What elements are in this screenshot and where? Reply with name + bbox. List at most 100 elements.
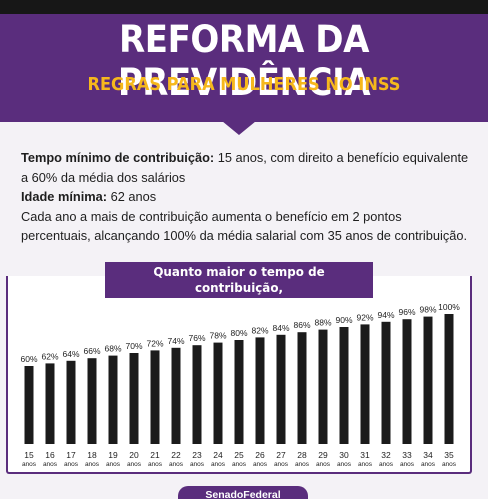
unit-label-27: anos	[274, 461, 289, 468]
bar-25	[234, 340, 244, 444]
unit-label-30: anos	[337, 461, 352, 468]
category-label-15: 15	[24, 450, 34, 460]
bar-34	[423, 316, 433, 444]
value-label-22: 74%	[167, 336, 184, 346]
unit-label-33: anos	[400, 461, 415, 468]
category-label-25: 25	[234, 450, 244, 460]
min-contribution-text: 15 anos, com direito a benefício equival…	[21, 150, 469, 185]
bar-15	[24, 366, 34, 444]
unit-label-16: anos	[43, 461, 58, 468]
bar-19	[108, 355, 118, 444]
category-label-24: 24	[213, 450, 223, 460]
bar-20	[129, 353, 139, 444]
category-label-35: 35	[444, 450, 454, 460]
category-label-19: 19	[108, 450, 118, 460]
value-label-35: 100%	[438, 302, 460, 312]
min-age-label: Idade mínima:	[21, 189, 108, 204]
unit-label-31: anos	[358, 461, 373, 468]
bar-33	[402, 319, 412, 444]
header-notch	[222, 121, 256, 135]
value-label-24: 78%	[209, 331, 226, 341]
category-label-32: 32	[381, 450, 391, 460]
value-label-30: 90%	[335, 315, 352, 325]
unit-label-35: anos	[442, 461, 457, 468]
category-label-16: 16	[45, 450, 55, 460]
unit-label-26: anos	[253, 461, 268, 468]
senado-federal-logo: SenadoFederal	[178, 486, 308, 499]
info-text-block: Tempo mínimo de contribuição: 15 anos, c…	[21, 148, 471, 246]
unit-label-15: anos	[22, 461, 37, 468]
category-label-29: 29	[318, 450, 328, 460]
unit-label-18: anos	[85, 461, 100, 468]
category-label-31: 31	[360, 450, 370, 460]
category-label-18: 18	[87, 450, 97, 460]
extra-contribution-text: Cada ano a mais de contribuição aumenta …	[21, 208, 468, 244]
min-contribution-label: Tempo mínimo de contribuição:	[21, 150, 215, 165]
bar-26	[255, 337, 265, 444]
min-age-text: 62 anos	[107, 189, 157, 204]
bar-16	[45, 363, 55, 444]
chart-area: 60% 15 anos 62% 16 anos 64% 17 anos 66% 18 anos 68% 1…	[0, 262, 488, 474]
unit-label-23: anos	[190, 461, 205, 468]
value-label-28: 86%	[293, 320, 310, 330]
category-label-21: 21	[150, 450, 160, 460]
category-label-23: 23	[192, 450, 202, 460]
bar-29	[318, 329, 328, 444]
chart-caption: Quanto maior o tempo de contribuição, ma…	[105, 262, 373, 311]
bar-24	[213, 342, 223, 444]
value-label-18: 66%	[83, 346, 100, 356]
bar-23	[192, 345, 202, 444]
unit-label-24: anos	[211, 461, 226, 468]
bar-31	[360, 324, 370, 444]
bar-21	[150, 350, 160, 444]
bar-28	[297, 332, 307, 444]
bar-27	[276, 334, 286, 444]
page-title: REFORMA DA PREVIDÊNCIA	[117, 18, 371, 104]
value-label-20: 70%	[125, 341, 142, 351]
contribution-bar-chart: 60%15anos62%16anos64%17anos66%18anos68%1…	[20, 302, 460, 468]
unit-label-22: anos	[169, 461, 184, 468]
category-label-33: 33	[402, 450, 412, 460]
page-subtitle: REGRAS PARA MULHERES NO INSS	[87, 74, 401, 95]
unit-label-29: anos	[316, 461, 331, 468]
unit-label-21: anos	[148, 461, 163, 468]
value-label-34: 98%	[419, 305, 436, 315]
category-label-34: 34	[423, 450, 433, 460]
value-label-27: 84%	[272, 323, 289, 333]
value-label-25: 80%	[230, 328, 247, 338]
value-label-32: 94%	[377, 310, 394, 320]
bar-35	[444, 314, 454, 444]
bar-22	[171, 347, 181, 444]
value-label-23: 76%	[188, 333, 205, 343]
value-label-29: 88%	[314, 318, 331, 328]
unit-label-25: anos	[232, 461, 247, 468]
category-label-26: 26	[255, 450, 265, 460]
unit-label-34: anos	[421, 461, 436, 468]
value-label-17: 64%	[62, 349, 79, 359]
unit-label-28: anos	[295, 461, 310, 468]
unit-label-20: anos	[127, 461, 142, 468]
bar-32	[381, 321, 391, 444]
bar-18	[87, 358, 97, 444]
unit-label-19: anos	[106, 461, 121, 468]
category-label-30: 30	[339, 450, 349, 460]
header-banner	[0, 14, 488, 122]
chart-caption-line2: maior o percentual do benefício	[132, 296, 346, 311]
chart-caption-line1: Quanto maior o tempo de contribuição,	[153, 264, 325, 295]
value-label-26: 82%	[251, 325, 268, 335]
category-label-17: 17	[66, 450, 76, 460]
bar-17	[66, 360, 76, 444]
value-label-31: 92%	[356, 312, 373, 322]
bar-30	[339, 327, 349, 444]
value-label-33: 96%	[398, 307, 415, 317]
category-label-28: 28	[297, 450, 307, 460]
value-label-16: 62%	[41, 351, 58, 361]
value-label-15: 60%	[20, 354, 37, 364]
unit-label-32: anos	[379, 461, 394, 468]
value-label-21: 72%	[146, 338, 163, 348]
category-label-20: 20	[129, 450, 139, 460]
category-label-27: 27	[276, 450, 286, 460]
category-label-22: 22	[171, 450, 181, 460]
unit-label-17: anos	[64, 461, 79, 468]
top-dark-band	[0, 0, 488, 14]
